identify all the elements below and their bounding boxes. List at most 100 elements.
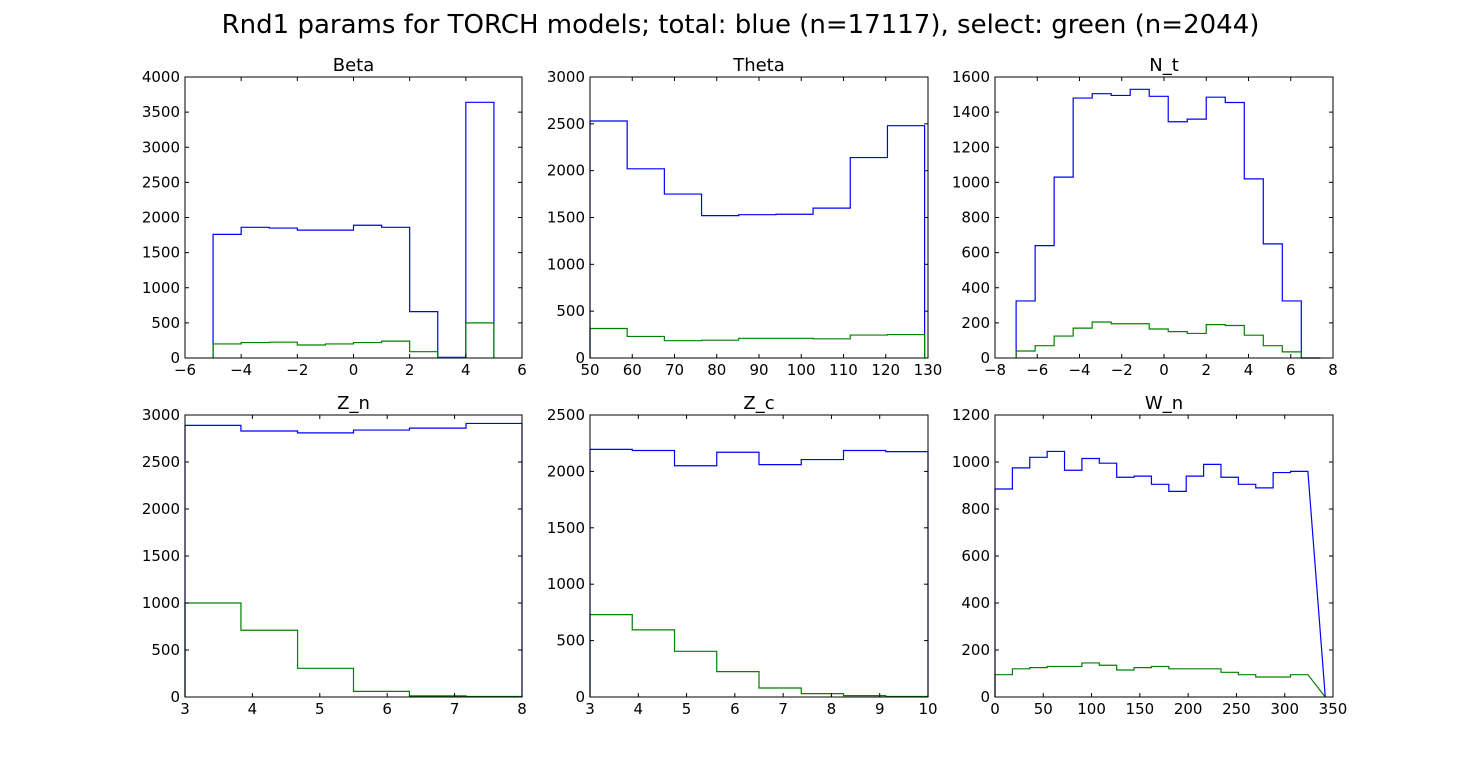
w-n-select-histogram — [994, 662, 1326, 698]
z-c-xtick-label: 3 — [585, 700, 595, 718]
w-n-total-histogram — [994, 450, 1326, 698]
beta-total-histogram — [212, 101, 495, 358]
n-t-axes-frame — [994, 76, 1334, 359]
z-n-xtick-label: 3 — [180, 700, 190, 718]
theta-ytick-label: 500 — [556, 302, 585, 320]
z-n-xtick-label: 4 — [248, 700, 258, 718]
theta-axes-frame — [589, 76, 929, 359]
beta-ytick-label: 4000 — [142, 68, 180, 86]
n-t-subplot-title: N_t — [1149, 55, 1179, 76]
theta-xtick-label: 70 — [665, 361, 684, 379]
n-t-xtick-label: 0 — [1159, 361, 1169, 379]
z-n-xtick-label: 8 — [517, 700, 527, 718]
z-c-ytick-label: 1000 — [547, 575, 585, 593]
n-t-xtick-label: −6 — [1026, 361, 1048, 379]
n-t-ytick-label: 400 — [961, 279, 990, 297]
theta-ytick-label: 1500 — [547, 209, 585, 227]
w-n-xtick-label: 350 — [1319, 700, 1348, 718]
n-t-xtick-label: 2 — [1201, 361, 1211, 379]
subplot-theta: 50 60 70 80 90 100 110 120 130 0 500 1000 1500 2000 25… — [547, 55, 943, 379]
z-c-xtick-label: 5 — [682, 700, 692, 718]
n-t-ytick-label: 1200 — [952, 138, 990, 156]
z-c-ytick-label: 500 — [556, 632, 585, 650]
figure-title: Rnd1 params for TORCH models; total: blu… — [221, 10, 1260, 40]
w-n-xtick-label: 300 — [1270, 700, 1299, 718]
theta-ytick-label: 0 — [575, 349, 585, 367]
n-t-xtick-label: 8 — [1328, 361, 1338, 379]
n-t-ytick-label: 1000 — [952, 173, 990, 191]
subplot-n-t: −8 −6 −4 −2 0 2 4 6 8 0 200 400 600 800 1000 1200 1400 16… — [952, 55, 1338, 379]
w-n-xtick-label: 50 — [1034, 700, 1053, 718]
n-t-xtick-label: −2 — [1111, 361, 1133, 379]
beta-xtick-label: 4 — [461, 361, 471, 379]
z-c-xtick-label: 8 — [827, 700, 837, 718]
z-c-subplot-title: Z_c — [743, 393, 774, 414]
n-t-ytick-label: 800 — [961, 209, 990, 227]
z-c-xtick-label: 6 — [730, 700, 740, 718]
n-t-xtick-label: −8 — [984, 361, 1006, 379]
z-n-ytick-label: 2000 — [142, 500, 180, 518]
beta-ytick-label: 1000 — [142, 279, 180, 297]
z-n-ytick-label: 3000 — [142, 406, 180, 424]
beta-xtick-label: −4 — [230, 361, 252, 379]
z-c-ytick-label: 0 — [575, 688, 585, 706]
w-n-ytick-label: 400 — [961, 594, 990, 612]
z-c-xtick-label: 4 — [634, 700, 644, 718]
n-t-select-histogram — [1015, 321, 1321, 359]
beta-xtick-label: −6 — [174, 361, 196, 379]
w-n-ytick-label: 600 — [961, 547, 990, 565]
z-n-xtick-label: 6 — [382, 700, 392, 718]
beta-ytick-label: 0 — [170, 349, 180, 367]
theta-ytick-label: 2500 — [547, 115, 585, 133]
n-t-ytick-label: 0 — [980, 349, 990, 367]
theta-ytick-label: 3000 — [547, 68, 585, 86]
z-c-axes-frame — [589, 414, 929, 698]
subplot-z-n: 3 4 5 6 7 8 0 500 1000 1500 2000 2500 3000 Z_n — [142, 393, 527, 718]
w-n-ytick-label: 800 — [961, 500, 990, 518]
w-n-xtick-label: 200 — [1174, 700, 1203, 718]
theta-subplot-title: Theta — [732, 55, 785, 76]
beta-xtick-label: −2 — [286, 361, 308, 379]
z-n-ytick-label: 0 — [170, 688, 180, 706]
w-n-ytick-label: 0 — [980, 688, 990, 706]
theta-xtick-label: 120 — [871, 361, 900, 379]
beta-subplot-title: Beta — [333, 55, 375, 76]
z-n-ytick-label: 1000 — [142, 594, 180, 612]
n-t-ytick-label: 1400 — [952, 103, 990, 121]
theta-xtick-label: 130 — [914, 361, 943, 379]
beta-ytick-label: 1500 — [142, 244, 180, 262]
w-n-xtick-label: 100 — [1077, 700, 1106, 718]
beta-xtick-label: 6 — [517, 361, 527, 379]
z-n-xtick-label: 7 — [450, 700, 460, 718]
beta-ytick-label: 3500 — [142, 103, 180, 121]
theta-select-histogram — [589, 327, 926, 358]
z-n-xtick-label: 5 — [315, 700, 325, 718]
z-n-ytick-label: 2500 — [142, 453, 180, 471]
n-t-ytick-label: 600 — [961, 244, 990, 262]
beta-select-histogram — [212, 322, 495, 359]
z-c-ytick-label: 2000 — [547, 462, 585, 480]
n-t-ytick-label: 200 — [961, 314, 990, 332]
z-n-total-histogram — [184, 422, 523, 697]
subplot-w-n: 0 50 100 150 200 250 300 350 0 200 400 600 800 1000 12… — [952, 393, 1348, 718]
theta-xtick-label: 50 — [580, 361, 599, 379]
theta-xtick-label: 90 — [749, 361, 768, 379]
z-c-total-histogram — [589, 448, 929, 697]
w-n-xtick-label: 150 — [1126, 700, 1155, 718]
n-t-ytick-label: 1600 — [952, 68, 990, 86]
beta-xtick-label: 2 — [405, 361, 415, 379]
theta-xtick-label: 60 — [623, 361, 642, 379]
beta-ytick-label: 2000 — [142, 209, 180, 227]
n-t-xtick-label: 4 — [1244, 361, 1254, 379]
n-t-total-histogram — [1015, 88, 1321, 359]
theta-xtick-label: 110 — [829, 361, 858, 379]
subplot-beta: −6 −4 −2 0 2 4 6 0 500 1000 1500 2000 2500 3000 3500 40… — [142, 55, 527, 379]
w-n-subplot-title: W_n — [1145, 393, 1183, 414]
z-n-ytick-label: 500 — [151, 641, 180, 659]
z-n-ytick-label: 1500 — [142, 547, 180, 565]
z-c-ytick-label: 2500 — [547, 406, 585, 424]
z-c-xtick-label: 9 — [875, 700, 885, 718]
theta-xtick-label: 100 — [787, 361, 816, 379]
theta-total-histogram — [589, 120, 926, 358]
